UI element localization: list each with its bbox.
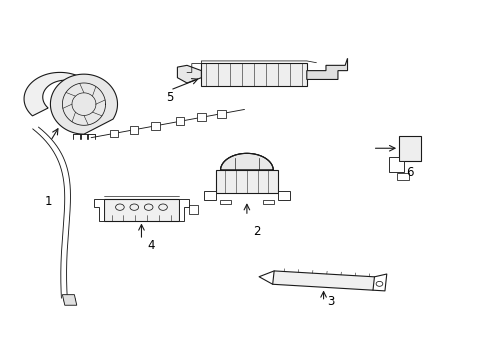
Polygon shape <box>175 117 184 125</box>
FancyBboxPatch shape <box>398 136 420 161</box>
Polygon shape <box>151 122 160 130</box>
Text: 4: 4 <box>147 239 155 252</box>
Polygon shape <box>62 294 77 305</box>
Polygon shape <box>94 199 104 221</box>
Polygon shape <box>177 65 201 83</box>
FancyBboxPatch shape <box>189 206 197 214</box>
Polygon shape <box>272 271 374 290</box>
Polygon shape <box>388 157 403 171</box>
FancyBboxPatch shape <box>104 199 178 221</box>
FancyBboxPatch shape <box>201 63 306 86</box>
Polygon shape <box>203 192 215 200</box>
Polygon shape <box>197 113 205 121</box>
Text: 6: 6 <box>405 166 413 179</box>
Polygon shape <box>178 199 189 221</box>
Polygon shape <box>24 72 91 116</box>
Polygon shape <box>110 130 118 137</box>
Text: 1: 1 <box>44 195 52 208</box>
Polygon shape <box>50 74 117 134</box>
FancyBboxPatch shape <box>219 199 231 204</box>
Text: 2: 2 <box>252 225 260 238</box>
FancyBboxPatch shape <box>262 199 274 204</box>
Text: 3: 3 <box>326 295 334 308</box>
Text: 5: 5 <box>166 91 174 104</box>
FancyBboxPatch shape <box>215 170 278 193</box>
Polygon shape <box>217 110 225 118</box>
Polygon shape <box>278 192 289 200</box>
FancyBboxPatch shape <box>396 172 408 180</box>
Polygon shape <box>306 58 347 80</box>
Polygon shape <box>220 153 273 170</box>
Polygon shape <box>129 126 138 134</box>
